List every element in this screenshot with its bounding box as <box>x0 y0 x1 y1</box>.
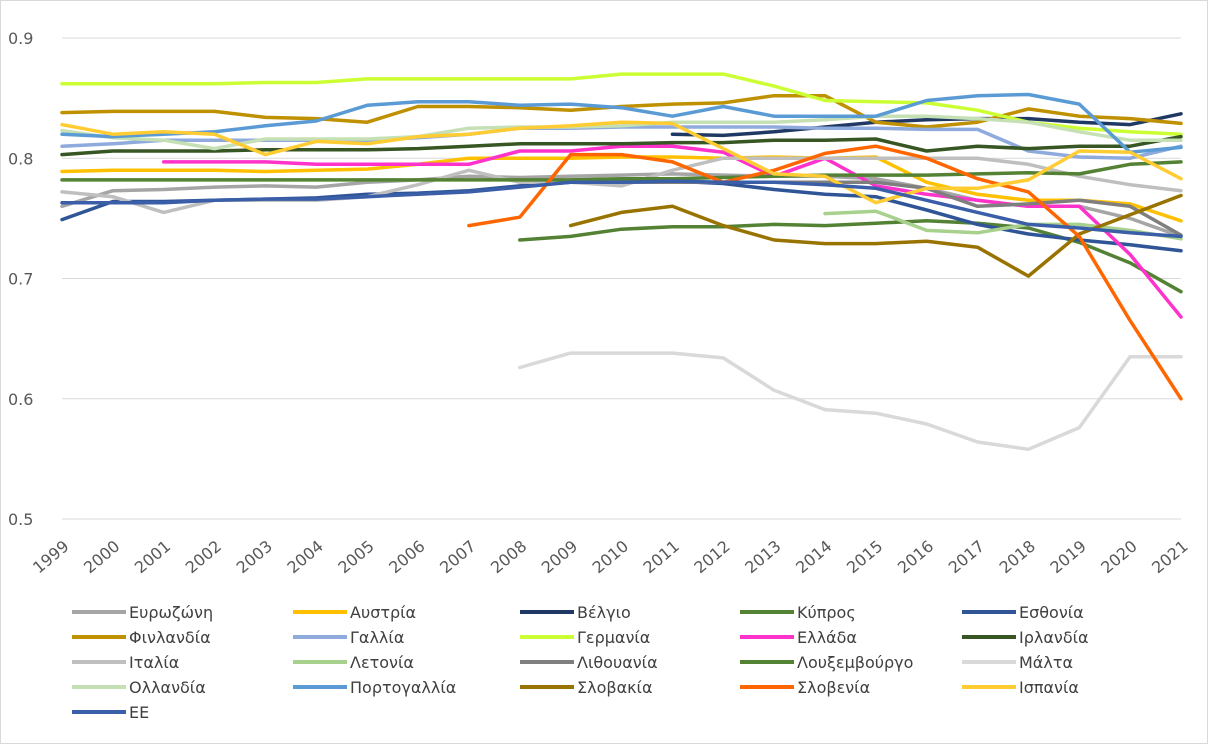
legend-label: Ιταλία <box>129 653 179 672</box>
legend-label: Ισπανία <box>1019 678 1079 697</box>
legend-label: Σλοβενία <box>797 678 870 697</box>
legend-label: Μάλτα <box>1019 653 1073 672</box>
legend-label: Λιθουανία <box>577 653 658 672</box>
series-line <box>60 155 1183 223</box>
series-line <box>60 160 1183 182</box>
series-line <box>60 72 1183 136</box>
legend-label: Ελλάδα <box>797 628 857 647</box>
series-line <box>467 144 1183 401</box>
y-tick-label: 0.5 <box>8 510 33 529</box>
series-line <box>60 134 1183 157</box>
legend-label: Πορτογαλλία <box>350 678 456 697</box>
series-line <box>60 92 1183 154</box>
legend-label: Λουξεμβούργο <box>797 653 913 672</box>
y-tick-label: 0.9 <box>8 29 33 48</box>
legend-label: Αυστρία <box>350 603 416 622</box>
legend-label: Γαλλία <box>350 628 404 647</box>
series-line <box>518 351 1183 452</box>
series-line <box>670 112 1183 138</box>
legend-label: Φινλανδία <box>129 628 211 647</box>
legend-label: Λετονία <box>350 653 414 672</box>
y-tick-label: 0.8 <box>8 149 33 168</box>
series-line <box>568 193 1183 278</box>
series-line <box>823 209 1183 241</box>
legend-label: Βέλγιο <box>577 603 631 622</box>
legend-label: Ευρωζώνη <box>129 603 213 622</box>
y-tick-label: 0.7 <box>8 270 33 289</box>
series-line <box>60 120 1183 205</box>
series-line <box>60 114 1183 151</box>
legend-label: Εσθονία <box>1019 603 1084 622</box>
y-tick-label: 0.6 <box>8 390 33 409</box>
legend-label: Ιρλανδία <box>1019 628 1089 647</box>
legend: Ευρωζώνη Αυστρία Βέλγιο Κύπρος Εσθονία Φινλαν… <box>72 603 1089 722</box>
legend-label: Κύπρος <box>797 603 856 622</box>
legend-label: Ολλανδία <box>129 678 206 697</box>
legend-label: Γερμανία <box>577 628 650 647</box>
legend-label: Σλοβακία <box>577 678 653 697</box>
legend-label: ΕΕ <box>129 703 149 722</box>
series-line <box>60 179 1183 239</box>
